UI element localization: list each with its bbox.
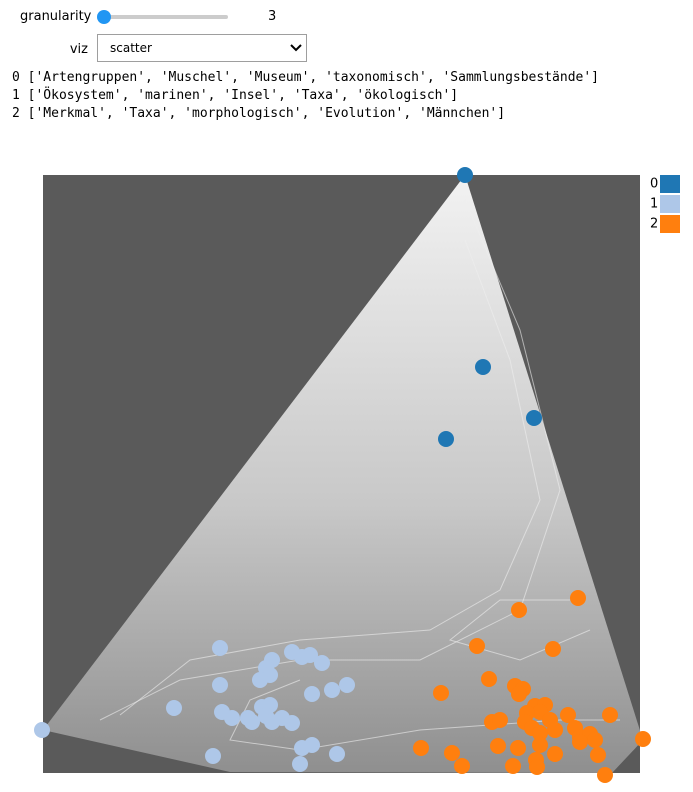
point [635,731,651,747]
point [433,685,449,701]
point [244,714,260,730]
point [545,641,561,657]
point [166,700,182,716]
point [510,740,526,756]
point [469,638,485,654]
point [284,715,300,731]
point [511,602,527,618]
point [457,167,473,183]
point [481,671,497,687]
point [438,431,454,447]
point [324,682,340,698]
point [252,672,268,688]
point [212,640,228,656]
legend-swatch [660,195,680,213]
point [572,734,588,750]
slider-label: granularity [20,9,92,24]
legend-swatch [660,175,680,193]
point [547,746,563,762]
point [413,740,429,756]
point [597,767,613,783]
point [570,590,586,606]
point [292,756,308,772]
select-value: scatter [110,41,152,55]
legend-label: 2 [650,217,658,232]
point [212,677,228,693]
point [511,686,527,702]
select-label: viz [69,42,88,57]
topic-line: 0 ['Artengruppen', 'Muschel', 'Museum', … [12,70,599,85]
point [526,410,542,426]
point [532,737,548,753]
point [475,359,491,375]
point [529,759,545,775]
point [590,747,606,763]
point [34,722,50,738]
point [547,722,563,738]
point [205,748,221,764]
point [560,707,576,723]
point [339,677,355,693]
legend-label: 0 [650,177,658,192]
point [304,737,320,753]
point [492,712,508,728]
point [444,745,460,761]
slider-value: 3 [268,9,277,24]
point [224,710,240,726]
point [587,732,603,748]
point [314,655,330,671]
legend-label: 1 [650,197,658,212]
chart: 0 1 2 [34,167,680,783]
point [532,725,548,741]
point [302,647,318,663]
topic-line: 2 ['Merkmal', 'Taxa', 'morphologisch', '… [12,106,506,121]
select[interactable]: scatter [97,34,307,62]
dropdown-arrow [290,44,302,52]
slider-track[interactable] [104,15,228,19]
point [454,758,470,774]
point [490,738,506,754]
point [329,746,345,762]
point [505,758,521,774]
point [602,707,618,723]
topic-line: 1 ['Ökosystem', 'marinen', 'Insel', 'Tax… [12,88,459,103]
slider-handle[interactable] [97,10,111,24]
point [304,686,320,702]
legend-swatch [660,215,680,233]
